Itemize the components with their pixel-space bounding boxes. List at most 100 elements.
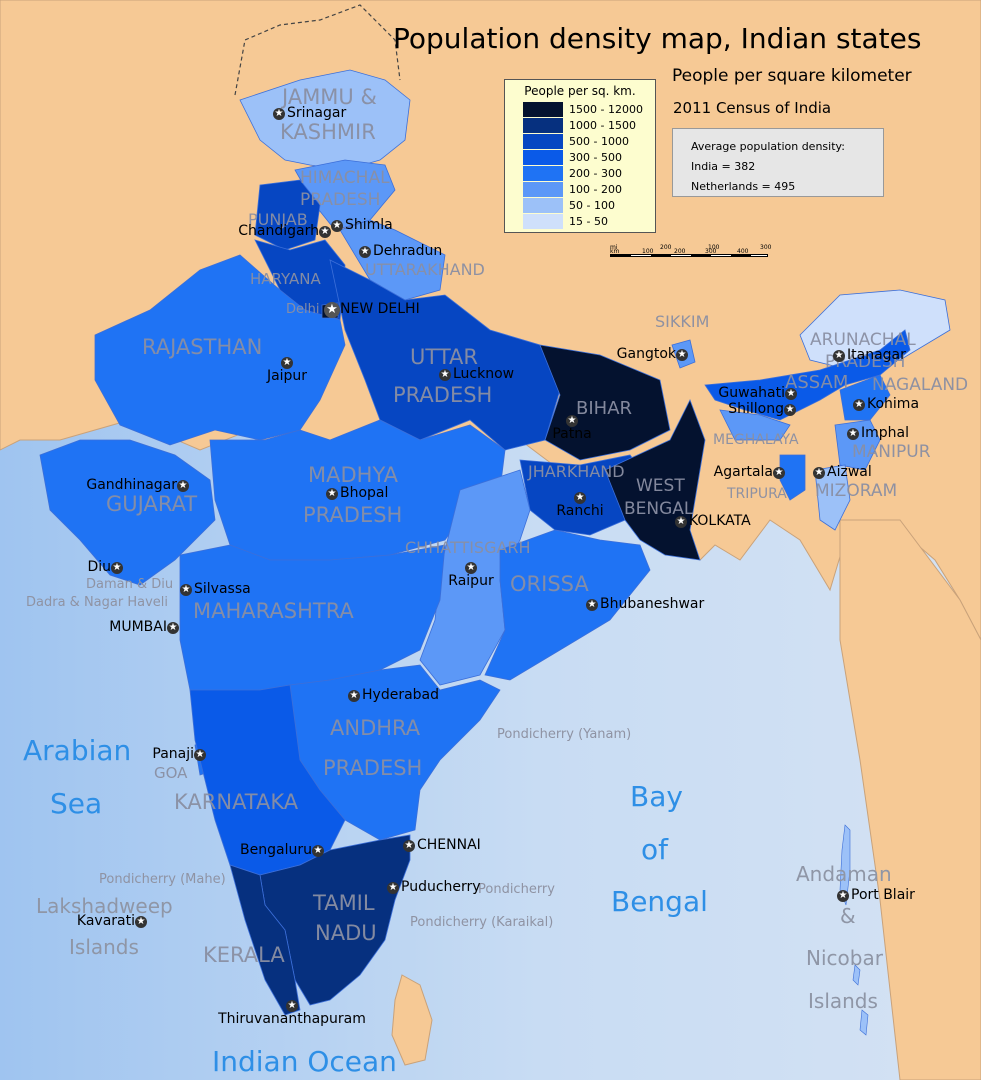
map-subtitle: People per square kilometer [672,66,912,86]
city-star-icon: ★ [439,369,451,381]
state-meghalaya [719,409,791,441]
city-label-aizwal: Aizwal [827,464,872,480]
state-label-orissa: ORISSA [510,572,589,596]
state-label-mp: MADHYA [308,463,399,487]
city-label-kohima: Kohima [867,396,920,412]
census-note: 2011 Census of India [673,99,832,117]
city-label-lucknow: Lucknow [453,366,515,382]
andaman-islands [839,824,869,1036]
legend-label: 1000 - 1500 [569,119,636,132]
city-star-icon: ★ [387,882,399,894]
city-star-icon: ★ [773,467,785,479]
city-star-icon: ★ [403,840,415,852]
state-label-arunachal2: PRADESH [825,352,906,372]
city-star-icon: ★ [574,492,586,504]
state-label-delhi: Delhi [286,302,320,317]
city-label-bhopal: Bhopal [340,485,389,501]
city-label-newdelhi: NEW DELHI [340,301,420,317]
legend-label: 1500 - 12000 [569,103,643,116]
state-gujarat [39,439,216,586]
ut-label-dadra: Dadra & Nagar Haveli [26,595,168,610]
ut-label-pondi: Pondicherry [478,882,555,897]
city-star-icon: ★ [273,108,285,120]
city-star-icon: ★ [785,388,797,400]
city-label-patna: Patna [552,426,592,442]
legend-swatch [523,134,563,149]
scale-bottom-200: 200 [674,248,686,255]
scale-bottom-400: 400 [737,248,749,255]
city-label-chandigarh: Chandigarh [238,223,319,239]
legend-item: 200 - 300 [523,166,622,181]
state-label-ap: ANDHRA [330,716,421,740]
state-label-gujarat: GUJARAT [106,492,198,516]
state-label-wb: WEST [636,476,685,496]
city-star-icon: ★ [837,890,849,902]
legend-swatch [523,150,563,165]
state-label-assam: ASSAM [785,372,849,393]
state-label-kerala: KERALA [203,943,285,967]
island-label-lak-islands: Islands [69,935,139,959]
sea-label-bay: Bay [630,780,683,813]
city-star-icon: ★ [167,622,179,634]
legend-item: 50 - 100 [523,198,615,213]
city-star-icon: ★ [675,516,687,528]
average-density-box: Average population density: India = 382 … [672,128,884,197]
state-label-mizoram: MIZORAM [815,481,898,501]
state-label-punjab: PUNJAB [248,210,308,229]
legend-swatch [523,198,563,213]
legend-swatch [523,214,563,229]
legend-item: 100 - 200 [523,182,622,197]
city-label-diu: Diu [87,559,111,575]
average-heading: Average population density: [691,140,845,153]
city-label-itanagar: Itanagar [847,347,906,363]
city-label-thiruvananthapuram: Thiruvananthapuram [218,1011,366,1027]
state-mizoram [814,464,851,531]
state-label-sikkim: SIKKIM [655,312,710,331]
legend-item: 15 - 50 [523,214,608,229]
ut-label-yanam: Pondicherry (Yanam) [497,727,632,742]
average-india: India = 382 [691,160,756,173]
city-star-icon: ★ [813,467,825,479]
state-label-mp2: PRADESH [303,503,403,527]
scale-top-200: 200 [660,244,672,251]
state-label-maharashtra: MAHARASHTRA [193,599,354,623]
state-bihar [539,344,671,461]
city-star-icon: ★ [111,562,123,574]
city-star-icon: ★ [194,749,206,761]
island-label-andaman: Andaman [796,862,892,886]
city-star-icon: ★ [566,415,578,427]
city-star-icon: ★ [586,599,598,611]
state-label-karnataka: KARNATAKA [174,790,299,814]
state-label-haryana: HARYANA [250,270,321,288]
state-jk [239,69,411,171]
state-label-hp: HIMACHAL [300,168,390,188]
state-label-hp2: PRADESH [300,190,381,210]
ut-label-daman: Daman & Diu [86,577,174,592]
state-manipur [834,419,881,471]
ut-label-mahe: Pondicherry (Mahe) [99,872,226,887]
legend: People per sq. km. 1500 - 12000 1000 - 15… [504,79,656,233]
city-star-icon: ★ [326,488,338,500]
island-label-amp: & [840,904,856,928]
city-label-kolkata: KOLKATA [689,513,751,529]
city-star-icon: ★ [847,428,859,440]
legend-swatch [523,166,563,181]
scale-bottom-100: 100 [642,248,654,255]
state-label-uttarakhand: UTTARAKHAND [365,260,485,279]
legend-title: People per sq. km. [524,84,636,98]
state-label-jk2: KASHMIR [280,120,376,144]
burma [839,519,981,1080]
city-star-icon: ★ [331,220,343,232]
city-label-mumbai: MUMBAI [109,619,167,635]
city-label-bengaluru: Bengaluru [240,842,312,858]
city-label-hyderabad: Hyderabad [362,687,439,703]
state-chhattisgarh [419,469,531,686]
state-label-tripura: TRIPURA [727,486,787,502]
city-star-icon: ★ [324,302,340,318]
state-label-nagaland: NAGALAND [872,375,969,395]
city-star-icon: ★ [359,246,371,258]
city-label-jaipur: Jaipur [266,368,308,384]
scale-unit-mi: mi [610,244,618,251]
city-label-silvassa: Silvassa [194,581,251,597]
